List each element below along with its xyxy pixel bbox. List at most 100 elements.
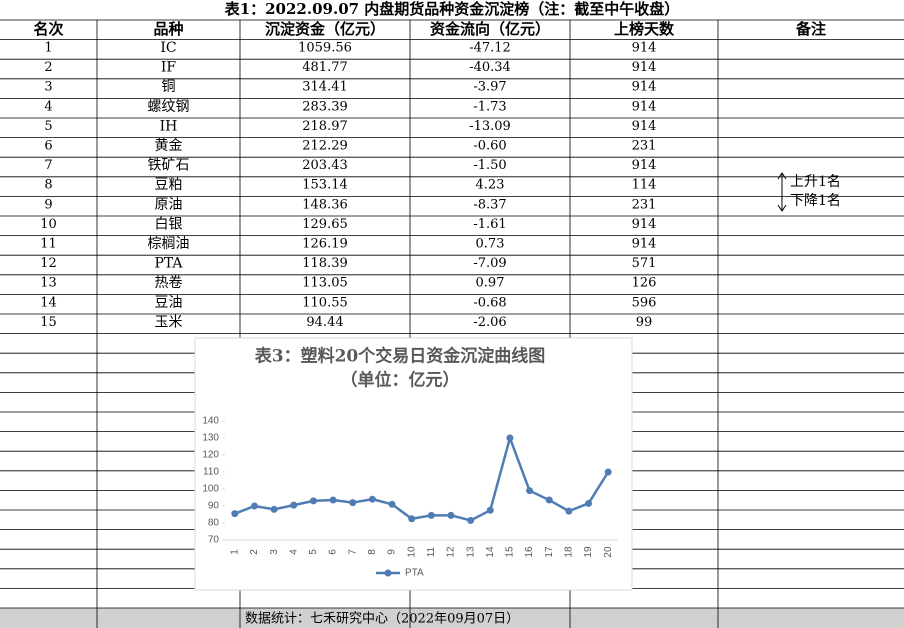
x-tick-label: 7 (347, 549, 358, 555)
cell: -40.34 (469, 60, 511, 75)
cell: 114 (632, 178, 657, 193)
title: 表1：2022.09.07 内盘期货品种资金沉淀榜（注：截至中午收盘） (225, 0, 680, 18)
cell: -2.06 (473, 315, 506, 330)
marker (506, 434, 514, 442)
x-tick-label: 10 (406, 546, 417, 558)
cell: 螺纹钢 (148, 99, 190, 115)
marker (545, 496, 553, 504)
cell: 203.43 (302, 158, 348, 173)
footer: 数据统计：七禾研究中心（2022年09月07日） (245, 612, 519, 627)
cell: 13 (40, 276, 57, 291)
y-tick-label: 140 (202, 416, 219, 427)
marker (231, 510, 239, 518)
cell: 218.97 (302, 119, 348, 134)
x-tick-label: 17 (544, 546, 555, 558)
cell: 玉米 (155, 314, 183, 330)
note-down: 下降1名 (790, 193, 841, 209)
column-header: 沉淀资金（亿元） (265, 20, 385, 38)
cell: 283.39 (302, 99, 348, 114)
cell: 11 (40, 237, 57, 252)
cell: 铁矿石 (148, 158, 190, 174)
note-up: 上升1名 (790, 174, 841, 190)
cell: 153.14 (302, 178, 348, 193)
x-tick-label: 13 (465, 546, 476, 558)
cell: 126.19 (302, 237, 348, 252)
cell: 914 (632, 158, 657, 173)
cell: -0.60 (473, 139, 506, 154)
marker (368, 495, 376, 503)
cell: 黄金 (155, 137, 183, 154)
cell: 原油 (155, 197, 183, 213)
chart-box (194, 337, 633, 591)
cell: 481.77 (302, 60, 348, 75)
cell: 8 (44, 178, 52, 193)
y-tick-label: 120 (202, 450, 219, 461)
cell: 0.97 (476, 276, 505, 291)
cell: -13.09 (469, 119, 511, 134)
marker (290, 501, 298, 509)
marker (526, 487, 534, 495)
cell: 118.39 (302, 256, 348, 271)
cell: 914 (632, 80, 657, 95)
y-tick-label: 100 (202, 484, 219, 495)
cell: -1.61 (473, 217, 506, 232)
marker (349, 499, 357, 507)
x-tick-label: 4 (288, 549, 299, 555)
x-tick-label: 5 (308, 549, 319, 555)
cell: 4.23 (476, 178, 505, 193)
chart-subtitle: （单位：亿元） (341, 370, 460, 391)
marker (447, 511, 455, 519)
cell: 126 (632, 276, 657, 291)
x-tick-label: 11 (426, 546, 437, 557)
column-header: 资金流向（亿元） (430, 20, 550, 38)
cell: 99 (636, 315, 653, 330)
cell: 571 (632, 256, 657, 271)
marker (427, 511, 435, 519)
marker (250, 502, 258, 510)
cell: 110.55 (302, 295, 348, 310)
cell: -1.50 (473, 158, 506, 173)
marker (388, 500, 396, 508)
cell: -7.09 (473, 256, 506, 271)
cell: 914 (632, 60, 657, 75)
cell: 铜 (162, 79, 176, 95)
cell: 129.65 (302, 217, 348, 232)
cell: -0.68 (473, 295, 506, 310)
marker (486, 506, 494, 514)
column-header: 备注 (795, 20, 826, 38)
cell: 914 (632, 217, 657, 232)
cell: 314.41 (302, 80, 348, 95)
cell: IF (161, 60, 177, 76)
column-header: 上榜天数 (614, 20, 675, 38)
x-tick-label: 3 (269, 549, 280, 555)
cell: 148.36 (302, 197, 348, 212)
y-tick-label: 110 (203, 467, 219, 478)
y-tick-label: 130 (202, 433, 219, 444)
x-tick-label: 12 (446, 546, 457, 558)
cell: 5 (44, 119, 52, 134)
cell: 7 (44, 158, 52, 173)
cell: 4 (44, 99, 52, 114)
x-tick-label: 16 (524, 546, 535, 558)
column-header: 名次 (33, 20, 63, 38)
cell: 3 (44, 80, 52, 95)
cell: -8.37 (473, 197, 506, 212)
marker (408, 515, 416, 523)
cell: 2 (44, 60, 52, 75)
cell: 914 (632, 41, 657, 56)
y-tick-label: 90 (208, 501, 220, 512)
chart: 表3：塑料20个交易日资金沉淀曲线图（单位：亿元）708090100110120… (194, 337, 633, 591)
y-tick-label: 80 (208, 518, 220, 529)
x-tick-label: 2 (249, 549, 260, 555)
marker (604, 468, 612, 476)
x-tick-label: 6 (328, 549, 339, 555)
legend-label: PTA (405, 568, 424, 579)
cell: 1 (44, 41, 52, 56)
cell: IH (160, 118, 178, 134)
marker (467, 516, 475, 524)
cell: 12 (40, 256, 57, 271)
x-tick-label: 20 (603, 546, 614, 558)
cell: 15 (40, 315, 57, 330)
chart-title: 表3：塑料20个交易日资金沉淀曲线图 (255, 346, 546, 367)
footer-bg (0, 608, 904, 628)
